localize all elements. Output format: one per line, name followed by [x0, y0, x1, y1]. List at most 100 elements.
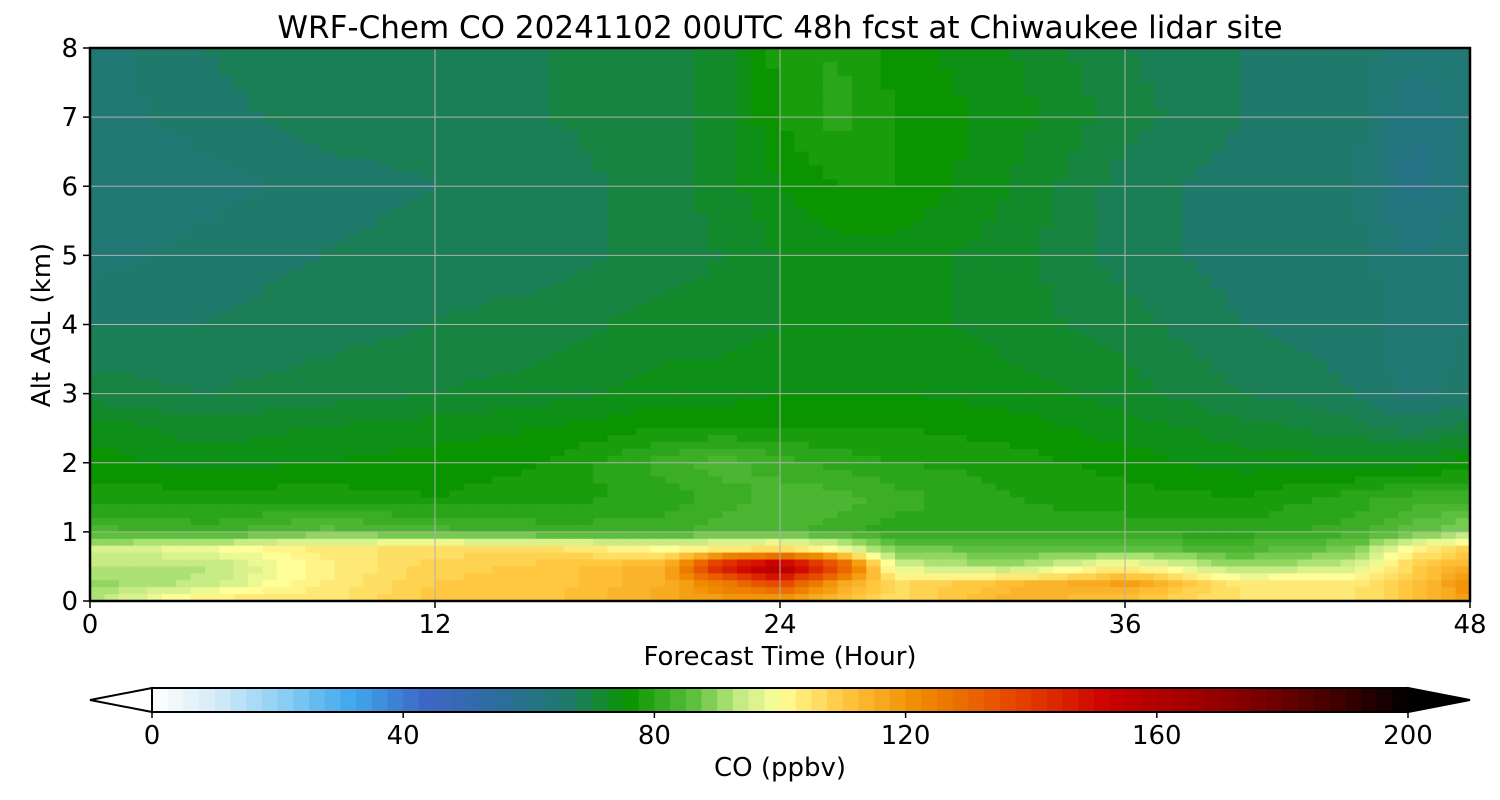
contour-cell — [1067, 96, 1083, 104]
contour-cell — [966, 103, 982, 111]
contour-cell — [851, 137, 867, 146]
contour-cell — [104, 262, 120, 270]
contour-cell — [1010, 158, 1025, 167]
contour-cell — [650, 144, 666, 153]
contour-cell — [1153, 289, 1169, 298]
contour-cell — [736, 179, 752, 187]
contour-cell — [190, 296, 206, 305]
contour-cell — [1038, 283, 1054, 291]
contour-cell — [320, 269, 335, 277]
contour-cell — [1053, 345, 1069, 353]
contour-cell — [1053, 137, 1069, 146]
contour-cell — [981, 227, 997, 236]
contour-cell — [1326, 61, 1342, 70]
contour-cell — [765, 289, 781, 298]
contour-cell — [1024, 379, 1040, 388]
contour-cell — [1268, 400, 1284, 409]
contour-cell — [147, 393, 163, 402]
contour-cell — [320, 365, 335, 374]
contour-cell — [1383, 359, 1399, 367]
contour-cell — [276, 262, 292, 270]
contour-cell — [176, 227, 192, 236]
contour-cell — [176, 96, 192, 104]
contour-cell — [1153, 103, 1169, 111]
contour-cell — [938, 359, 954, 367]
contour-cell — [1412, 124, 1428, 132]
contour-cell — [1110, 206, 1126, 215]
contour-cell — [621, 124, 637, 132]
contour-cell — [1268, 103, 1284, 111]
contour-cell — [1225, 137, 1241, 146]
contour-cell — [1268, 310, 1284, 319]
contour-cell — [1024, 324, 1040, 333]
contour-cell — [550, 241, 565, 250]
contour-cell — [1110, 352, 1126, 360]
contour-cell — [535, 200, 551, 208]
contour-cell — [1254, 75, 1270, 84]
contour-cell — [1441, 151, 1457, 160]
contour-cell — [981, 151, 997, 160]
contour-cell — [708, 379, 724, 388]
contour-cell — [1268, 96, 1284, 104]
contour-cell — [406, 234, 422, 243]
contour-cell — [118, 200, 134, 208]
contour-cell — [1053, 54, 1069, 63]
contour-cell — [650, 75, 666, 84]
contour-cell — [104, 206, 120, 215]
contour-cell — [305, 165, 321, 174]
contour-cell — [1225, 386, 1241, 395]
contour-cell — [650, 61, 666, 70]
contour-cell — [291, 227, 307, 236]
contour-cell — [1426, 248, 1442, 256]
contour-cell — [679, 372, 695, 381]
contour-cell — [1240, 144, 1255, 153]
contour-cell — [1038, 345, 1054, 353]
contour-cell — [823, 96, 839, 104]
contour-cell — [909, 303, 925, 312]
contour-cell — [521, 117, 537, 125]
contour-cell — [751, 324, 767, 333]
contour-cell — [1139, 227, 1155, 236]
contour-cell — [650, 234, 666, 243]
contour-cell — [550, 317, 565, 326]
contour-cell — [406, 338, 422, 346]
contour-cell — [837, 400, 853, 409]
contour-cell — [1110, 234, 1126, 243]
contour-cell — [1240, 227, 1255, 236]
contour-cell — [837, 372, 853, 381]
contour-cell — [722, 372, 738, 381]
contour-cell — [780, 158, 795, 167]
contour-cell — [909, 54, 925, 63]
contour-cell — [880, 296, 896, 305]
contour-cell — [636, 165, 652, 174]
contour-cell — [276, 117, 292, 125]
contour-cell — [995, 179, 1011, 187]
contour-cell — [880, 227, 896, 236]
contour-cell — [1355, 89, 1370, 97]
contour-cell — [952, 206, 968, 215]
contour-cell — [708, 220, 724, 229]
contour-cell — [449, 393, 465, 402]
contour-cell — [1254, 248, 1270, 256]
contour-cell — [133, 96, 149, 104]
contour-cell — [1355, 206, 1370, 215]
contour-cell — [1311, 359, 1327, 367]
contour-cell — [291, 276, 307, 284]
contour-cell — [1196, 158, 1212, 167]
contour-cell — [147, 179, 163, 187]
contour-cell — [636, 269, 652, 277]
contour-cell — [923, 200, 939, 208]
contour-cell — [291, 89, 307, 97]
contour-cell — [1383, 241, 1399, 250]
contour-cell — [406, 276, 422, 284]
contour-cell — [1196, 61, 1212, 70]
contour-cell — [837, 386, 853, 395]
contour-cell — [1254, 82, 1270, 91]
contour-cell — [161, 338, 177, 346]
contour-cell — [176, 338, 192, 346]
contour-cell — [593, 317, 609, 326]
contour-cell — [1110, 289, 1126, 298]
contour-cell — [1110, 54, 1126, 63]
contour-cell — [406, 54, 422, 63]
contour-cell — [506, 338, 522, 346]
